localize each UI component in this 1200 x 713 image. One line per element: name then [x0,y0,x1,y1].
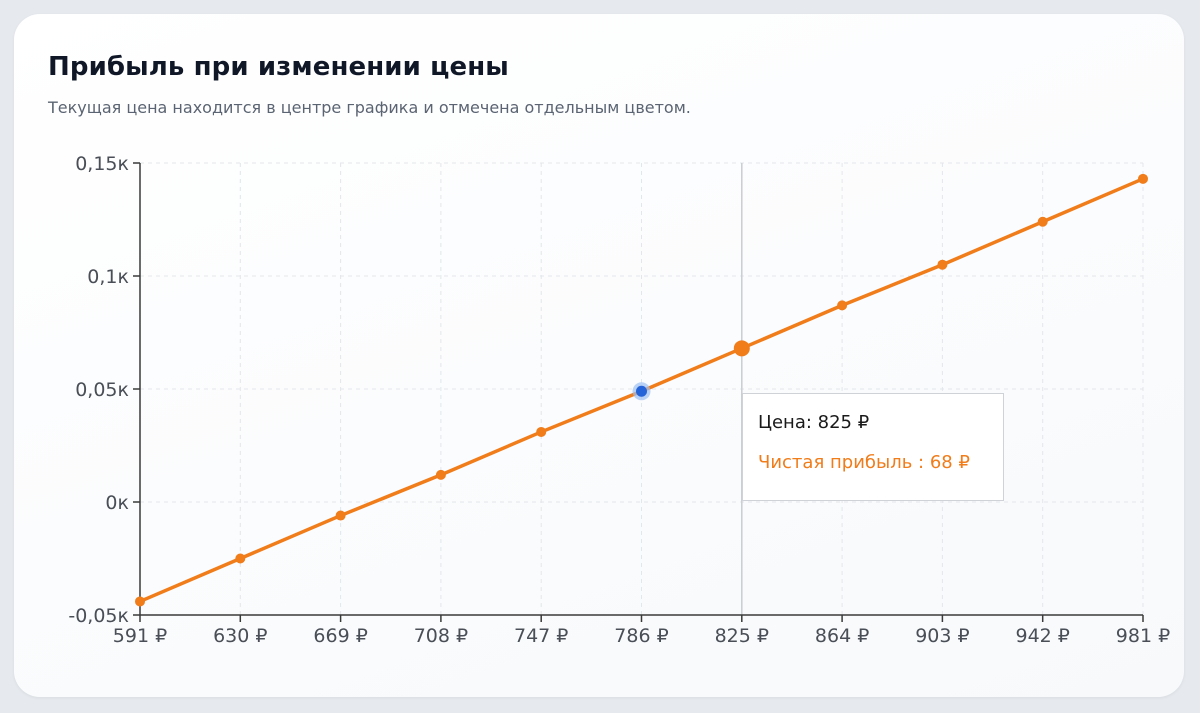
data-point[interactable] [235,553,246,564]
data-point[interactable] [435,469,446,480]
hovered-data-point[interactable] [733,340,750,357]
y-tick-label: -0,05к [68,605,129,627]
data-point[interactable] [937,259,948,270]
x-tick-label: 825 ₽ [715,625,769,647]
data-point[interactable] [335,510,346,521]
x-tick-label: 942 ₽ [1015,625,1069,647]
data-point[interactable] [1037,216,1048,227]
y-tick-label: 0,1к [87,266,129,288]
tooltip-profit: Чистая прибыль : 68 ₽ [758,452,970,473]
y-tick-label: 0,15к [75,153,129,175]
tooltip-price: Цена: 825 ₽ [758,412,870,433]
x-tick-label: 669 ₽ [313,625,367,647]
x-tick-label: 708 ₽ [414,625,468,647]
x-tick-label: 864 ₽ [815,625,869,647]
x-tick-label: 981 ₽ [1116,625,1170,647]
chart-subtitle: Текущая цена находится в центре графика … [48,98,691,117]
current-price-point[interactable] [636,385,647,397]
data-point[interactable] [1138,173,1148,184]
x-tick-label: 747 ₽ [514,625,568,647]
data-point[interactable] [135,596,145,607]
data-point[interactable] [536,426,547,437]
chart-title: Прибыль при изменении цены [48,52,509,82]
y-tick-label: 0к [105,492,129,514]
data-point[interactable] [837,300,848,311]
chart-card: Прибыль при изменении цены Текущая цена … [14,14,1184,697]
x-tick-label: 786 ₽ [614,625,668,647]
y-tick-label: 0,05к [75,379,129,401]
x-tick-label: 630 ₽ [213,625,267,647]
x-tick-label: 903 ₽ [915,625,969,647]
chart-tooltip: Цена: 825 ₽ Чистая прибыль : 68 ₽ [742,393,1004,501]
x-tick-label: 591 ₽ [113,625,167,647]
